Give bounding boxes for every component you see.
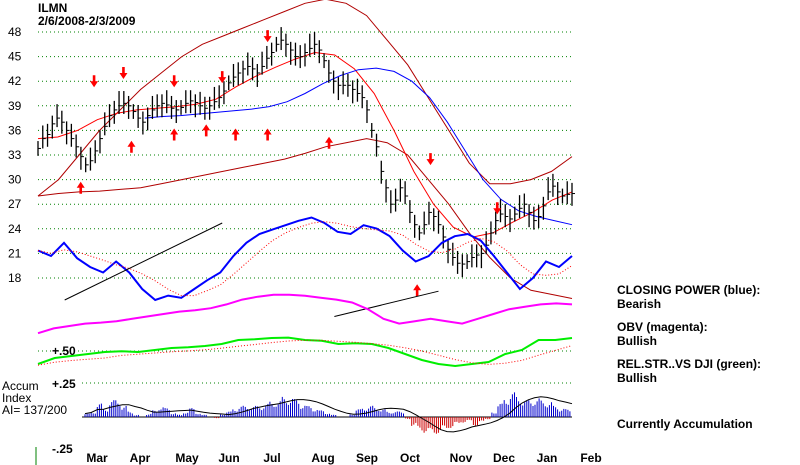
price-tick-label: 21: [8, 246, 22, 260]
buy-arrow: [413, 284, 422, 297]
buy-arrow: [263, 128, 272, 141]
trendline: [334, 290, 439, 317]
chart-subtitle: 2/6/2008-2/3/2009: [38, 14, 136, 28]
sell-arrow: [170, 75, 179, 88]
month-label: Jun: [218, 451, 239, 465]
bollinger-lower-line: [37, 138, 573, 299]
buy-arrow: [231, 128, 240, 141]
buy-arrow: [325, 136, 334, 149]
signal-arrows: [76, 30, 502, 297]
month-label: Dec: [493, 451, 515, 465]
obv-label: OBV (magenta):: [617, 320, 708, 334]
relative-strength-panel: +.50: [37, 336, 573, 368]
moving-averages: [37, 51, 573, 238]
obv-panel: [37, 293, 573, 335]
price-tick-label: 45: [8, 50, 22, 64]
relative-strength-status: Bullish: [617, 371, 658, 385]
relative-strength-line: [37, 336, 573, 368]
closing-power-label: CLOSING POWER (blue):: [617, 283, 761, 297]
price-tick-label: 18: [8, 271, 22, 285]
sell-arrow: [426, 153, 435, 166]
price-bars: [37, 27, 575, 278]
month-label: Jan: [537, 451, 558, 465]
price-tick-label: 24: [8, 222, 22, 236]
obv-line: [37, 293, 573, 335]
accum-title-line: Accum: [2, 379, 39, 393]
price-tick-label: 27: [8, 197, 22, 211]
relative-strength-label: REL.STR..VS DJI (green):: [617, 357, 762, 371]
month-label: May: [175, 451, 199, 465]
closing-power-panel: [37, 216, 573, 317]
accum-tick-lower: -.25: [52, 442, 73, 456]
bollinger-upper-line: [37, 0, 573, 197]
month-label: Aug: [311, 451, 334, 465]
month-label: Feb: [580, 451, 601, 465]
relative-strength-ref-label: +.50: [52, 344, 76, 358]
chart-title: ILMN: [38, 1, 67, 15]
obv-status: Bullish: [617, 334, 658, 348]
price-tick-label: 39: [8, 99, 22, 113]
price-tick-label: 30: [8, 173, 22, 187]
sell-arrow: [90, 75, 99, 88]
closing-power-line: [37, 216, 573, 302]
sell-arrow: [493, 202, 502, 215]
price-tick-label: 48: [8, 25, 22, 39]
month-label: Nov: [450, 451, 473, 465]
closing-power-status: Bearish: [617, 297, 662, 311]
accum-tick-upper: +.25: [52, 377, 76, 391]
month-label: Jul: [263, 451, 280, 465]
price-tick-label: 42: [8, 74, 22, 88]
moving-average-red-line: [37, 51, 573, 238]
trendline: [64, 222, 223, 301]
buy-arrow: [127, 140, 136, 153]
buy-arrow: [76, 181, 85, 194]
price-tick-label: 33: [8, 148, 22, 162]
buy-arrow: [170, 128, 179, 141]
accum-average-line: [84, 396, 573, 433]
month-label: Mar: [86, 451, 108, 465]
axes: 48 45 42 39 36 33 30 27 24 21 18 Mar Apr May Jun Jul Aug…: [8, 25, 602, 465]
accum-title-line: AI= 137/200: [2, 403, 67, 417]
month-label: Sep: [356, 451, 378, 465]
accumulation-status: Currently Accumulation: [617, 417, 753, 431]
bollinger-bands: [37, 0, 573, 299]
sell-arrow: [263, 30, 272, 43]
moving-average-blue-line: [144, 67, 573, 226]
accum-title-line: Index: [2, 391, 31, 405]
closing-power-average-line: [37, 221, 573, 297]
price-tick-label: 36: [8, 123, 22, 137]
sell-arrow: [119, 67, 128, 79]
month-label: Apr: [130, 451, 151, 465]
buy-arrow: [202, 124, 211, 137]
sell-arrow: [218, 71, 227, 84]
month-label: Oct: [400, 451, 420, 465]
